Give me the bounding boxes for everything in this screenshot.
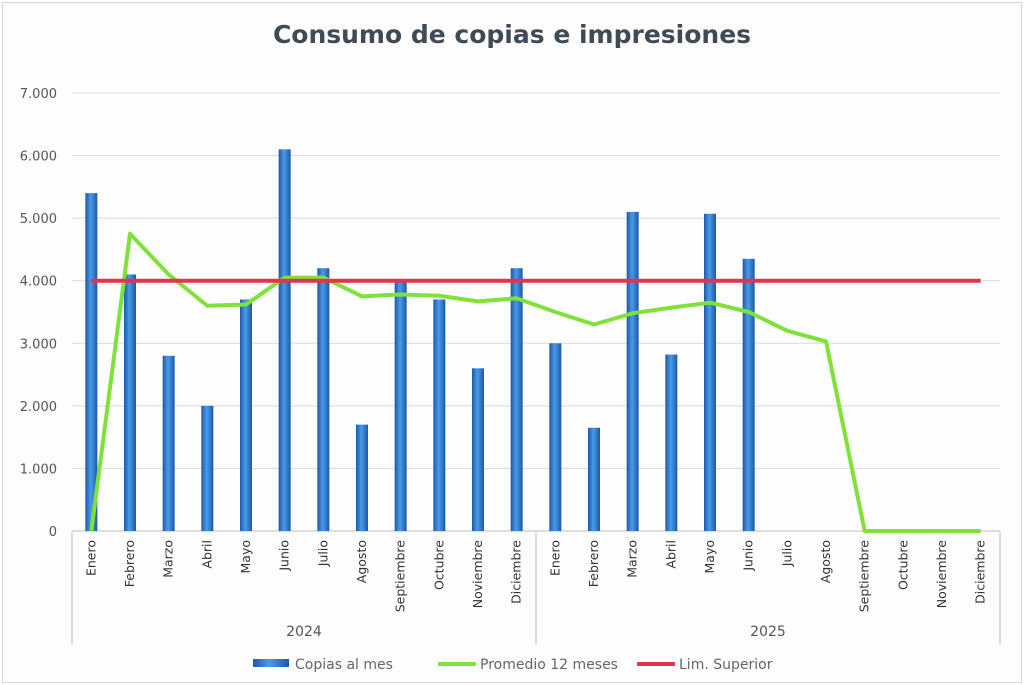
category-label: Marzo [161,540,176,578]
category-label: Septiembre [857,540,872,613]
category-label: Octubre [895,540,910,590]
category-label: Octubre [431,540,446,590]
bar [394,280,407,531]
category-label: Septiembre [393,540,408,613]
category-label: Enero [83,540,98,576]
bar [549,343,562,531]
y-tick-label: 1.000 [20,462,57,477]
category-label: Julio [779,540,794,567]
category-label: Diciembre [509,540,524,604]
category-label: Junio [277,540,292,572]
bar [201,405,214,531]
group-label: 2024 [286,624,322,640]
category-label: Diciembre [973,540,988,604]
y-tick-label: 2.000 [20,400,57,415]
legend-limite: Lim. Superior [679,657,773,673]
y-tick-label: 3.000 [20,337,57,352]
legend-swatch-bar [253,659,289,667]
bar [665,354,678,531]
bar [626,211,639,531]
bar [472,368,484,531]
category-label: Mayo [702,540,717,574]
category-label: Marzo [625,540,640,578]
category-label: Agosto [354,540,369,583]
category-label: Mayo [238,540,253,574]
category-label: Enero [547,540,562,576]
category-label: Febrero [586,540,601,587]
bar [240,299,252,531]
bar [356,424,368,531]
promedio-line [89,231,981,533]
bar [704,213,716,531]
bar [317,268,330,531]
category-label: Noviembre [470,540,485,609]
bar [278,149,291,532]
category-label: Abril [663,540,678,569]
bar [588,427,600,531]
category-label: Junio [741,540,756,572]
category-label: Abril [199,540,214,569]
y-tick-label: 0 [49,525,57,540]
bar [510,268,523,531]
category-label: Agosto [818,540,833,583]
category-label: Febrero [122,540,137,587]
y-tick-label: 6.000 [20,150,57,165]
legend-promedio: Promedio 12 meses [480,657,618,673]
y-tick-label: 5.000 [20,212,57,227]
category-label: Julio [315,540,330,567]
chart-title: Consumo de copias e impresiones [272,20,752,49]
category-label: Noviembre [934,540,949,609]
y-tick-label: 7.000 [20,87,57,102]
legend-copias: Copias al mes [295,657,393,673]
bar [124,274,136,531]
y-tick-label: 4.000 [20,275,57,290]
bar [85,193,98,531]
group-label: 2025 [750,624,786,640]
bar [162,355,175,531]
bar [742,258,755,531]
bar [433,299,446,531]
